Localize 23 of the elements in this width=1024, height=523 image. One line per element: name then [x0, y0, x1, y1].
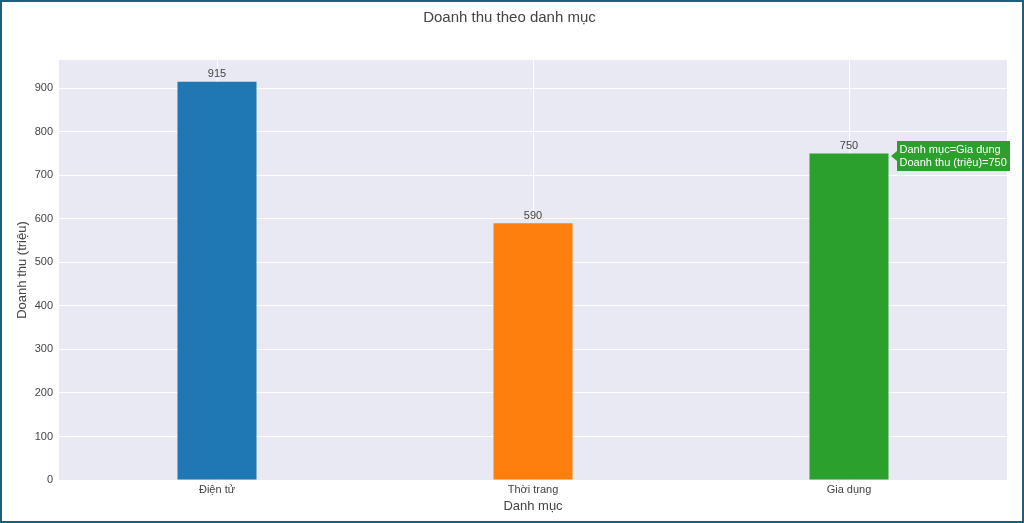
- x-axis-title: Danh mục: [503, 497, 564, 513]
- y-tick-label: 400: [34, 298, 53, 311]
- data-label: 590: [523, 208, 543, 221]
- bar: [177, 81, 257, 480]
- y-tick-label: 800: [34, 124, 53, 137]
- x-tick-label: Điện tử: [198, 482, 236, 495]
- annotation: Danh mục=Gia dụng Doanh thu (triệu)=750: [896, 140, 1010, 171]
- y-tick-label: 200: [34, 385, 53, 398]
- y-axis-title: Doanh thu (triệu): [14, 221, 30, 319]
- y-tick-label: 600: [34, 211, 53, 224]
- data-label: 750: [839, 139, 859, 152]
- data-label: 915: [207, 67, 227, 80]
- y-tick-label: 900: [34, 81, 53, 94]
- bar: [809, 153, 889, 480]
- y-tick-label: 0: [46, 473, 53, 486]
- y-tick-label: 500: [34, 255, 53, 268]
- y-tick-label: 300: [34, 342, 53, 355]
- y-tick-label: 100: [34, 429, 53, 442]
- chart-title: Doanh thu theo danh mục: [423, 8, 597, 26]
- x-tick-label: Thời trang: [507, 482, 559, 495]
- bar: [493, 223, 573, 480]
- x-tick-label: Gia dụng: [826, 482, 872, 495]
- y-tick-label: 700: [34, 168, 53, 181]
